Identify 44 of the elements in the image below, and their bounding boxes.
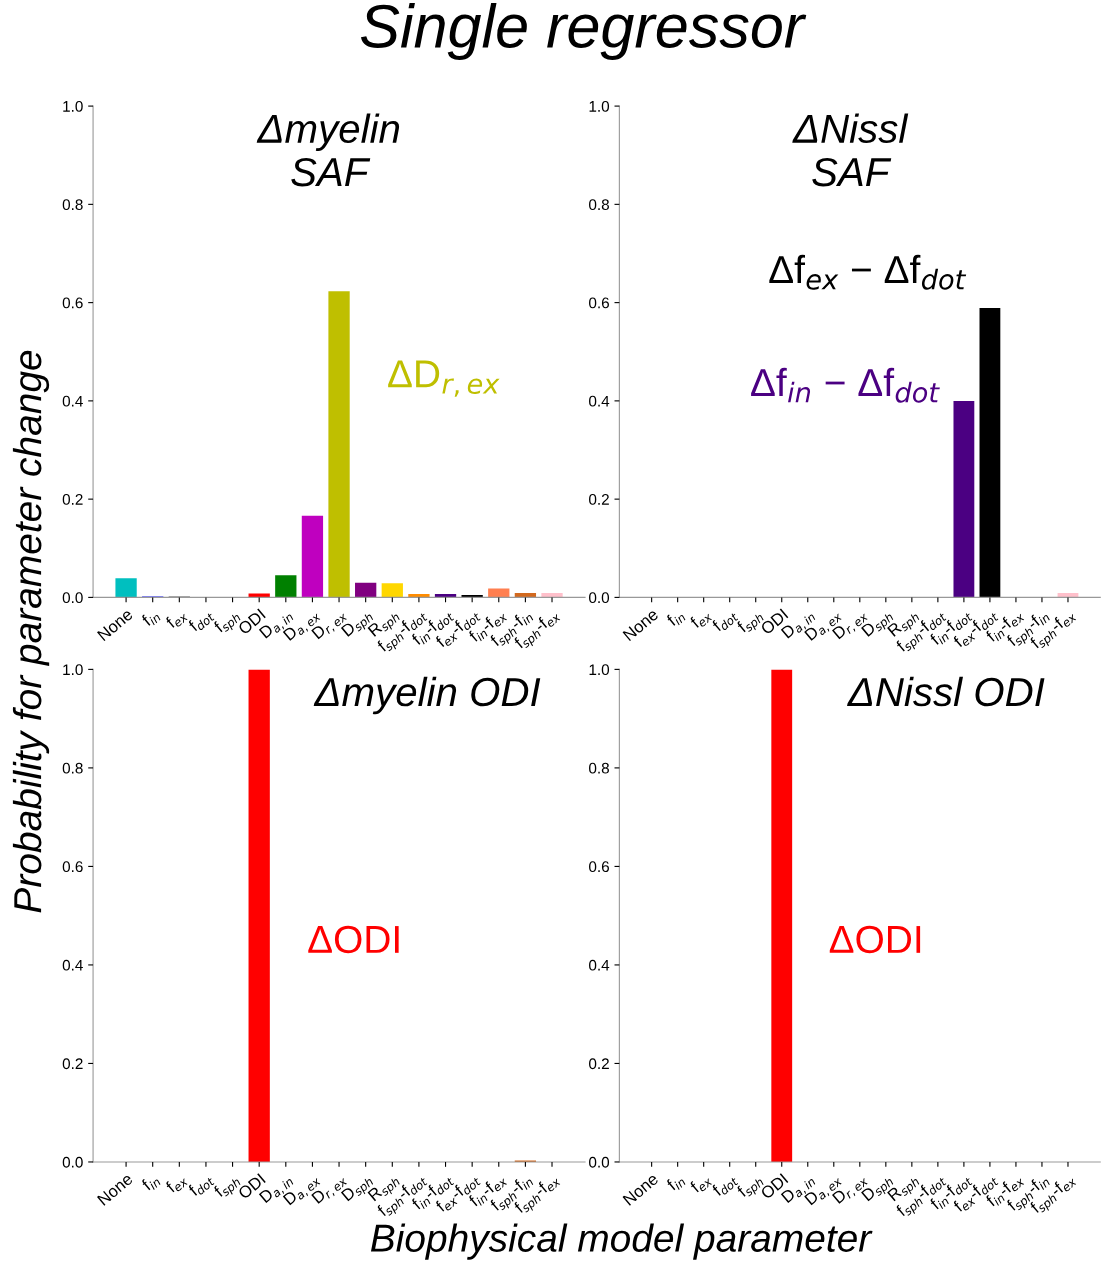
x-tick-label: f$_{in}$	[665, 1172, 687, 1194]
y-tick-label: 1.0	[589, 664, 610, 676]
y-tick-label: 0.4	[62, 395, 83, 407]
x-tick-label: f$_{in}$	[140, 607, 162, 629]
x-tick-label: f$_{in}$	[140, 1172, 162, 1194]
y-tick-label: 0.0	[589, 1156, 610, 1168]
x-tick-label: f$_{ex}$	[689, 607, 713, 631]
y-tick-label: 0.4	[62, 959, 83, 971]
annotation: Δf$_{ex}$ − Δf$_{dot}$	[769, 254, 967, 290]
y-tick-label: 0.8	[62, 762, 83, 774]
text: Single regressor	[360, 3, 807, 61]
y-tick-label: 0.0	[589, 592, 610, 604]
y-tick-label: 0.6	[62, 861, 83, 873]
chart-title: ΔNissl ODI	[847, 676, 1045, 707]
annotation: ΔODI	[829, 925, 921, 954]
chart-title: Δmyelin ODI	[313, 676, 541, 715]
y-tick-label: 0.8	[589, 199, 609, 211]
y-tick-label: 0.0	[62, 592, 83, 604]
y-tick-label: 0.4	[589, 395, 610, 407]
x-tick-label: f$_{ex}$	[689, 1171, 713, 1196]
y-tick-label: 0.4	[589, 959, 610, 971]
y-tick-label: 1.0	[63, 664, 83, 676]
x-tick-label: f$_{ex}$	[164, 1171, 189, 1196]
x-tick-label: f$_{ex}$	[164, 607, 189, 631]
annotation: ΔD$_{r,ex}$	[388, 360, 500, 397]
y-tick-label: 0.2	[589, 1058, 609, 1070]
y-tick-label: 0.2	[62, 494, 83, 505]
x-tick-label: f$_{in}$	[665, 607, 687, 629]
y-axis-title: Probability for parameter change	[12, 350, 50, 913]
annotation: Δf$_{in}$ − Δf$_{dot}$	[751, 367, 940, 403]
y-tick-label: 0.6	[589, 297, 609, 309]
y-tick-label: 0.2	[62, 1058, 83, 1070]
annotation: ΔODI	[308, 925, 399, 954]
y-tick-label: 0.6	[589, 861, 609, 873]
x-axis-title: Biophysical model parameter	[370, 1223, 873, 1260]
text: ΔNissl SAF	[792, 113, 909, 187]
y-tick-label: 0.8	[589, 762, 609, 774]
text: Δmyelin SAF	[256, 113, 400, 187]
y-tick-label: 1.0	[589, 100, 610, 112]
y-tick-label: 0.6	[62, 297, 83, 309]
y-tick-label: 0.2	[589, 494, 609, 505]
y-tick-label: 0.0	[62, 1156, 83, 1168]
y-tick-label: 1.0	[63, 100, 83, 112]
y-tick-label: 0.8	[62, 199, 83, 211]
